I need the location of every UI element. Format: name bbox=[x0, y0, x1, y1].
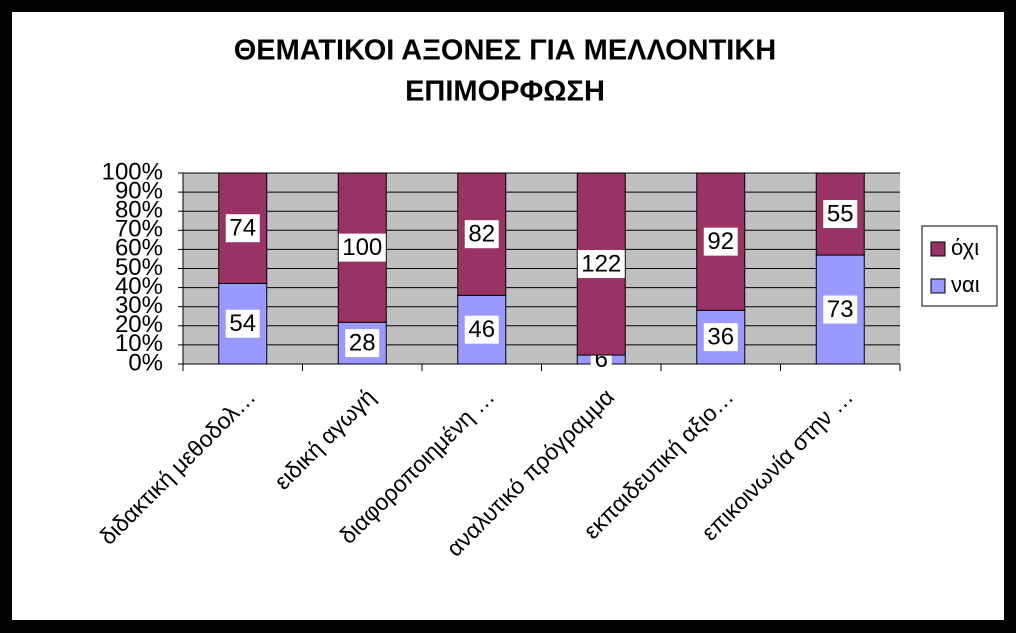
y-tick-label: 30% bbox=[115, 292, 163, 319]
y-tick-label: 20% bbox=[115, 311, 163, 338]
data-label: 28 bbox=[349, 329, 376, 356]
label-bg bbox=[464, 220, 499, 249]
label-bg bbox=[703, 227, 738, 256]
y-tick-label: 90% bbox=[115, 177, 163, 204]
data-label: 36 bbox=[707, 323, 734, 350]
y-tick-label: 70% bbox=[115, 216, 163, 243]
data-label: 54 bbox=[229, 310, 256, 337]
y-tick-label: 40% bbox=[115, 273, 163, 300]
legend-swatch bbox=[930, 241, 946, 257]
data-label: 73 bbox=[827, 296, 854, 323]
data-label: 82 bbox=[468, 221, 495, 248]
chart-title: ΘΕΜΑΤΙΚΟΙ ΑΞΟΝΕΣ ΓΙΑ ΜΕΛΛΟΝΤΙΚΗ bbox=[234, 35, 777, 67]
y-tick-label: 0% bbox=[128, 349, 163, 376]
y-tick-label: 60% bbox=[115, 235, 163, 262]
legend-label: όχι bbox=[951, 235, 979, 260]
label-bg bbox=[225, 309, 260, 338]
legend-label: ναι bbox=[951, 272, 980, 297]
data-label: 92 bbox=[707, 228, 734, 255]
label-bg bbox=[338, 233, 386, 262]
label-bg bbox=[703, 323, 738, 352]
label-bg bbox=[345, 329, 380, 358]
y-tick-label: 80% bbox=[115, 197, 163, 224]
data-label: 122 bbox=[581, 250, 621, 277]
y-tick-label: 50% bbox=[115, 254, 163, 281]
legend-swatch bbox=[930, 278, 946, 294]
data-label: 100 bbox=[342, 234, 382, 261]
data-label: 74 bbox=[229, 215, 256, 242]
label-bg bbox=[577, 250, 625, 279]
label-bg bbox=[225, 214, 260, 243]
data-label: 55 bbox=[827, 200, 854, 227]
chart-title: ΕΠΙΜΟΡΦΩΣΗ bbox=[405, 76, 605, 108]
label-bg bbox=[823, 295, 858, 324]
label-bg bbox=[464, 315, 499, 344]
label-bg bbox=[823, 200, 858, 229]
data-label: 46 bbox=[468, 316, 495, 343]
y-tick-label: 100% bbox=[102, 158, 163, 185]
y-tick-label: 10% bbox=[115, 330, 163, 357]
